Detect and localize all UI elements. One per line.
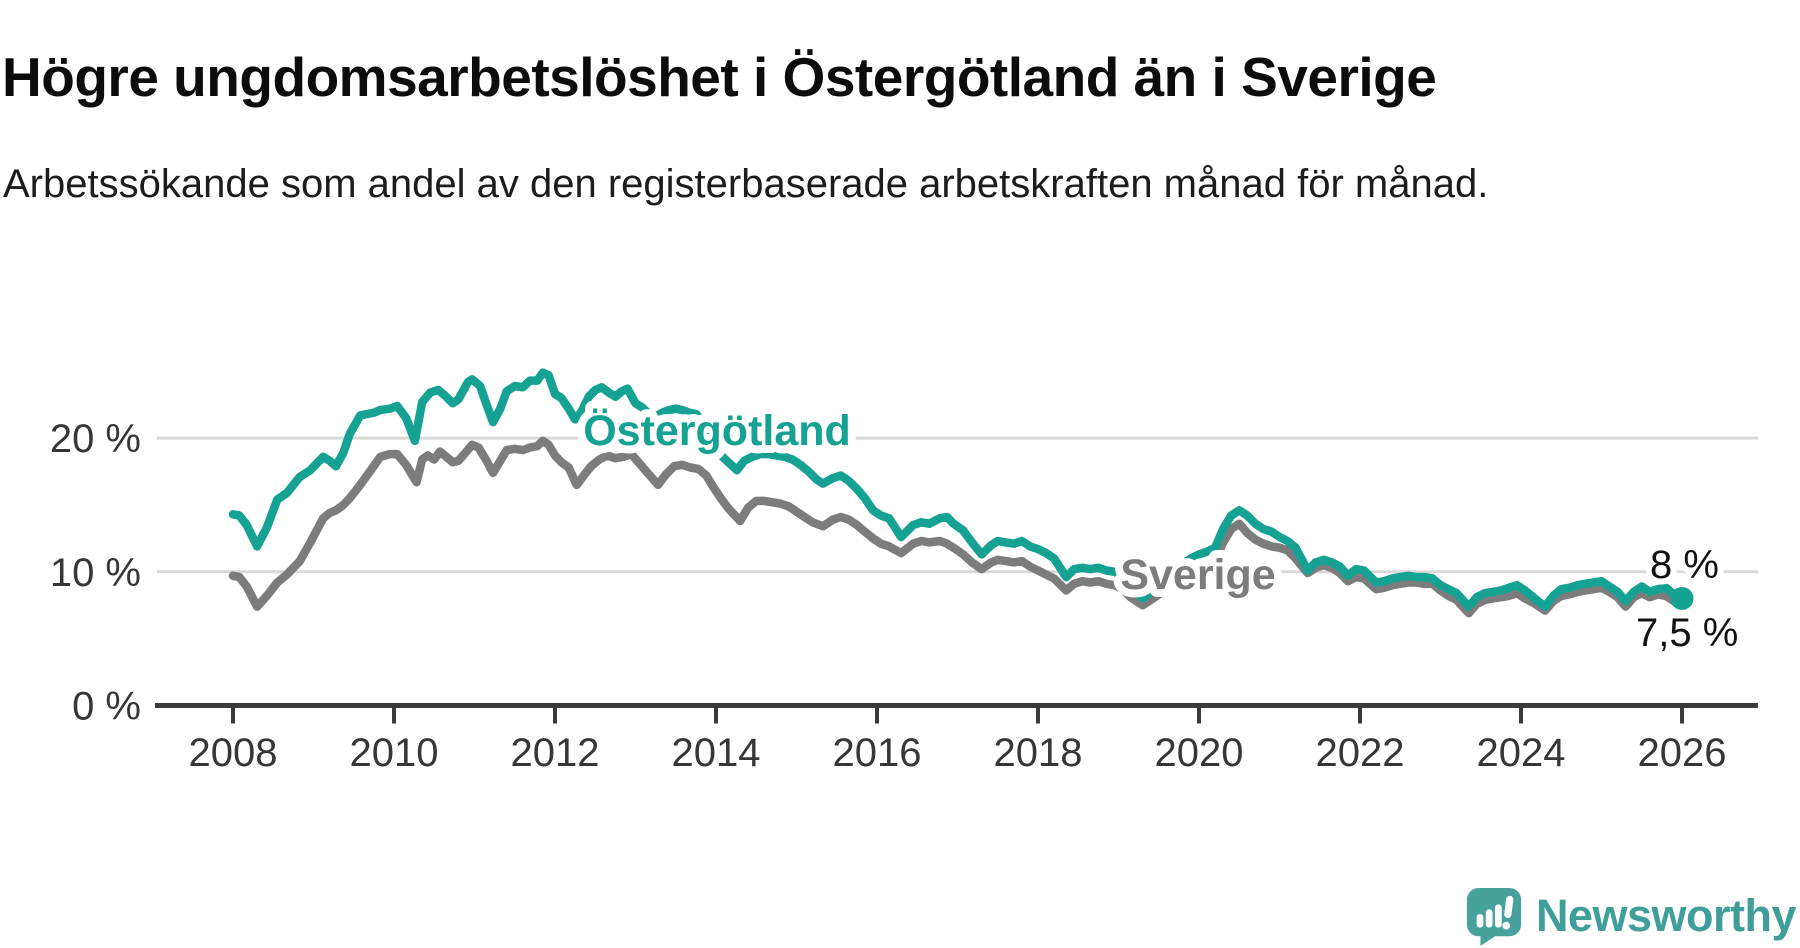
x-tick-label-2016: 2016 — [833, 731, 922, 775]
end-dot-östergötland — [1670, 587, 1694, 611]
y-tick-label-10: 10 % — [50, 551, 141, 595]
newsworthy-logo: Newsworthy — [1465, 886, 1797, 946]
series-line-östergötland — [228, 368, 1687, 611]
page-title: Högre ungdomsarbetslöshet i Östergötland… — [2, 45, 1437, 108]
x-tick-label-2022: 2022 — [1316, 731, 1405, 775]
end-value-label-sverige: 7,5 % — [1636, 611, 1738, 655]
newsworthy-bubble-chart-icon — [1466, 887, 1522, 946]
x-tick-label-2026: 2026 — [1638, 731, 1727, 775]
x-tick-label-2010: 2010 — [350, 731, 439, 775]
end-value-label-östergötland: 8 % — [1650, 543, 1719, 587]
x-tick-label-2024: 2024 — [1477, 731, 1566, 775]
series-label-sverige: Sverige — [1120, 551, 1275, 599]
y-tick-label-20: 20 % — [50, 417, 141, 461]
x-tick-label-2014: 2014 — [672, 731, 761, 775]
x-tick-label-2018: 2018 — [994, 731, 1083, 775]
newsworthy-logo-text: Newsworthy — [1535, 890, 1797, 941]
x-tick-label-2020: 2020 — [1155, 731, 1244, 775]
x-tick-label-2008: 2008 — [189, 731, 278, 775]
series-label-östergötland: Östergötland — [583, 407, 851, 455]
chart-subtitle: Arbetssökande som andel av den registerb… — [3, 162, 1489, 206]
y-tick-label-0: 0 % — [72, 685, 141, 729]
x-tick-label-2012: 2012 — [511, 731, 600, 775]
